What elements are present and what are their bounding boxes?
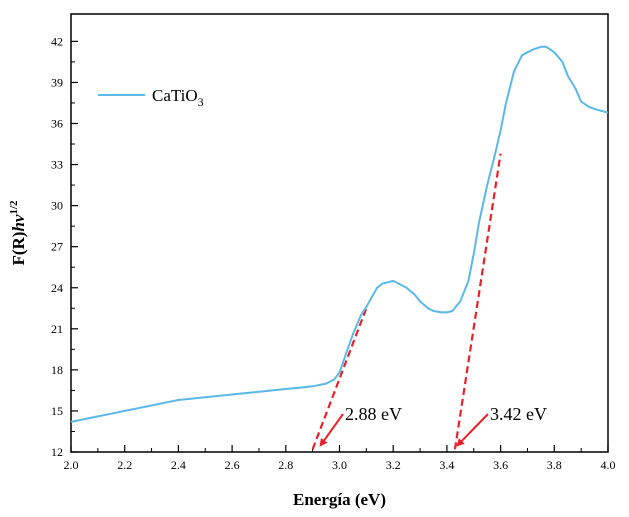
y-tick-label: 24 <box>51 281 63 295</box>
tangent-layer <box>311 153 502 450</box>
y-tick-label: 15 <box>51 404 63 418</box>
y-tick-label: 39 <box>51 75 63 89</box>
y-tick-label: 36 <box>51 117 63 131</box>
x-axis-title: Energía (eV) <box>293 490 386 509</box>
annotations: 2.88 eV 3.42 eV <box>319 404 547 447</box>
x-tick-label: 4.0 <box>601 458 616 472</box>
bandgap-label-2: 3.42 eV <box>490 404 547 424</box>
y-tick-label: 21 <box>51 322 63 336</box>
x-tick-label: 3.4 <box>439 458 454 472</box>
arrow-1 <box>319 413 344 447</box>
x-tick-label: 2.4 <box>171 458 186 472</box>
tangent-line-1 <box>311 307 368 450</box>
y-tick-label: 33 <box>51 158 63 172</box>
arrow-2 <box>456 413 489 447</box>
series-line-1 <box>70 45 609 423</box>
y-tick-label: 18 <box>51 363 63 377</box>
x-tick-label: 3.0 <box>332 458 347 472</box>
x-tick-label: 3.2 <box>386 458 401 472</box>
y-tick-label: 30 <box>51 199 63 213</box>
x-tick-label: 3.8 <box>547 458 562 472</box>
y-tick-label: 27 <box>51 240 63 254</box>
x-tick-label: 3.6 <box>493 458 508 472</box>
axes-layer: 2.0 2.2 2.4 2.6 2.8 3.0 3.2 3.4 3.6 3.8 4.0 12 15 18 2… <box>8 13 616 509</box>
x-tick-label: 2.2 <box>117 458 132 472</box>
legend-label: CaTiO3 <box>152 86 204 109</box>
x-tick-label: 2.0 <box>64 458 79 472</box>
x-tick-label: 2.6 <box>225 458 240 472</box>
bandgap-label-1: 2.88 eV <box>345 404 402 424</box>
y-tick-label: 12 <box>51 445 63 459</box>
x-tick-label: 2.8 <box>278 458 293 472</box>
y-tick-label: 42 <box>51 34 63 48</box>
legend: CaTiO3 <box>98 86 204 109</box>
plot-frame <box>70 13 609 453</box>
series-layer <box>70 45 609 423</box>
y-axis-title: F(R)hv1/2 <box>8 200 28 266</box>
tangent-line-2 <box>453 153 502 450</box>
